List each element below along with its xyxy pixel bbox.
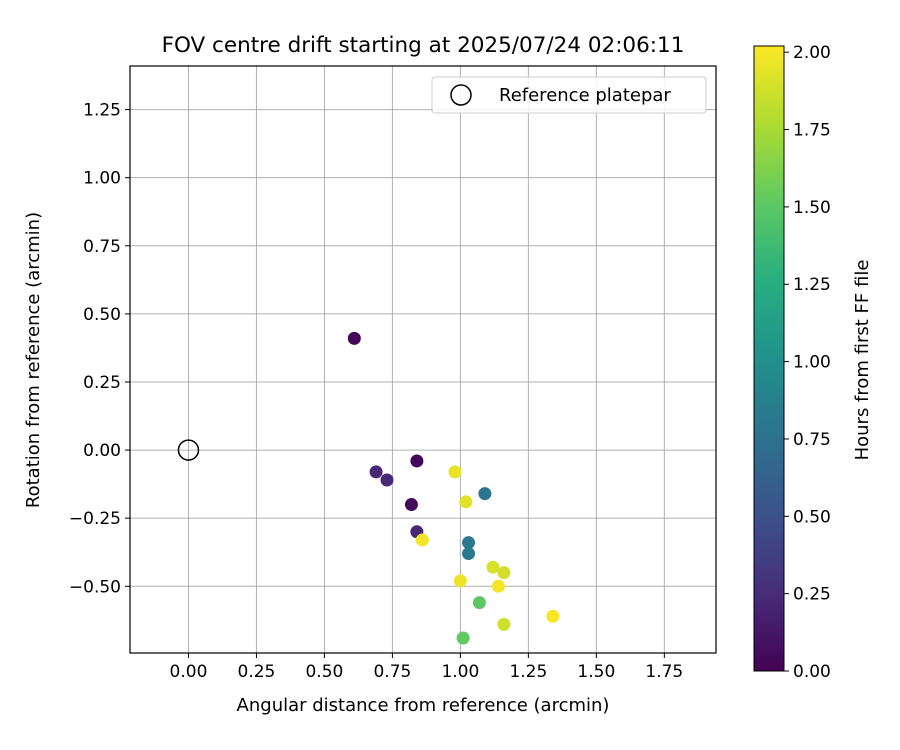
x-tick-label: 1.25	[509, 662, 547, 682]
legend-reference-label: Reference platepar	[499, 85, 671, 106]
x-tick-label: 0.50	[305, 662, 343, 682]
y-tick-label: −0.50	[69, 577, 121, 597]
grid	[130, 66, 716, 653]
data-point	[497, 617, 511, 631]
data-point	[486, 560, 500, 574]
data-point	[410, 454, 424, 468]
x-tick-label: 0.25	[238, 662, 276, 682]
colorbar-tick-label: 0.75	[793, 430, 831, 450]
y-tick-label: 1.25	[83, 101, 121, 121]
data-point	[415, 533, 429, 547]
data-point	[497, 566, 511, 580]
y-tick-label: 0.00	[83, 441, 121, 461]
colorbar-tick-label: 1.75	[793, 121, 831, 141]
colorbar: 0.00 0.25 0.50 0.75 1.00 1.25 1.50 1.75 2.00 Hou…	[753, 43, 873, 682]
data-point	[478, 487, 492, 501]
data-points	[177, 331, 560, 645]
x-tick-label: 1.50	[577, 662, 615, 682]
x-tick-label: 0.00	[170, 662, 208, 682]
legend-reference-marker	[450, 84, 472, 106]
data-point	[369, 465, 383, 479]
legend: Reference platepar	[431, 76, 707, 114]
x-tick-label: 1.00	[441, 662, 479, 682]
y-axis-label: Rotation from reference (arcmin)	[23, 212, 44, 508]
colorbar-tick-label: 1.50	[793, 198, 831, 218]
colorbar-tick-label: 0.50	[793, 507, 831, 527]
data-point	[347, 331, 361, 345]
legend-box	[431, 76, 707, 114]
y-tick-label: 0.25	[83, 373, 121, 393]
data-point	[491, 579, 505, 593]
colorbar-ticks: 0.00 0.25 0.50 0.75 1.00 1.25 1.50 1.75 2.00	[784, 43, 831, 682]
data-point	[453, 574, 467, 588]
y-tick-label: 0.50	[83, 305, 121, 325]
data-point	[456, 631, 470, 645]
data-point	[404, 498, 418, 512]
y-axis-ticks: −0.50 −0.25 0.00 0.25 0.50 0.75 1.00 1.25	[69, 101, 130, 597]
data-point	[472, 596, 486, 610]
x-tick-label: 0.75	[373, 662, 411, 682]
x-axis-label: Angular distance from reference (arcmin)	[237, 695, 610, 716]
colorbar-gradient	[753, 45, 785, 672]
data-point	[462, 536, 476, 550]
y-tick-label: 0.75	[83, 237, 121, 257]
data-point	[546, 609, 560, 623]
chart-title: FOV centre drift starting at 2025/07/24 …	[162, 33, 685, 58]
data-point	[462, 547, 476, 561]
data-point	[380, 473, 394, 487]
colorbar-tick-label: 0.00	[793, 662, 831, 682]
colorbar-tick-label: 0.25	[793, 585, 831, 605]
x-tick-label: 1.75	[645, 662, 683, 682]
x-axis-ticks: 0.00 0.25 0.50 0.75 1.00 1.25 1.50 1.75	[170, 653, 683, 682]
colorbar-tick-label: 1.00	[793, 353, 831, 373]
plot-frame	[129, 65, 717, 654]
colorbar-label: Hours from first FF file	[852, 260, 873, 461]
colorbar-tick-label: 2.00	[793, 43, 831, 63]
y-tick-label: −0.25	[69, 509, 121, 529]
reference-platepar-marker	[177, 439, 200, 461]
data-point	[448, 465, 462, 479]
data-point	[459, 495, 473, 509]
y-tick-label: 1.00	[83, 169, 121, 189]
colorbar-tick-label: 1.25	[793, 275, 831, 295]
